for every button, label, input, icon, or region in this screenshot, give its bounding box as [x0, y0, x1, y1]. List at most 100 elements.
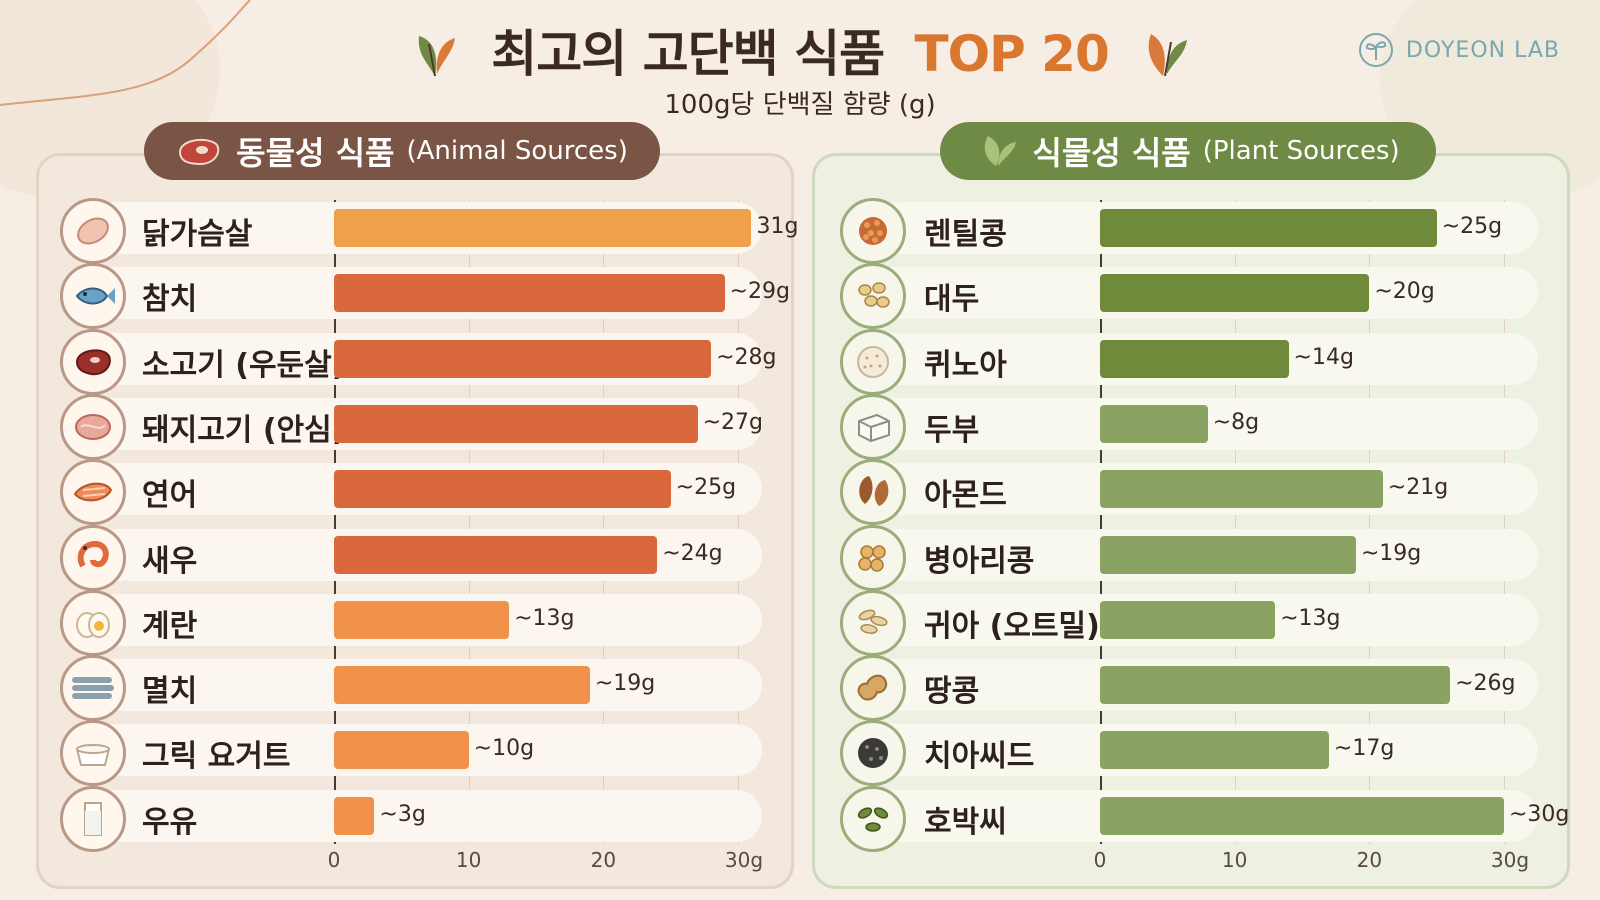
- gridline: [603, 200, 605, 844]
- bar: [334, 470, 671, 509]
- bar: [334, 339, 712, 378]
- gridline: [1369, 200, 1371, 844]
- category-label: 그릭 요거트: [142, 739, 291, 775]
- beef-steak-icon: [60, 328, 126, 395]
- data-label: ~19g: [1360, 540, 1422, 566]
- gridline: [738, 200, 739, 844]
- greek-yogurt-icon: [60, 720, 126, 787]
- animal-sources-panel: [36, 153, 794, 889]
- quinoa-icon: [840, 328, 906, 395]
- brand-name: DOYEON LAB: [1405, 37, 1560, 63]
- title-main: 최고의 고단백 식품: [491, 25, 885, 83]
- leaf-icon: [1137, 24, 1193, 92]
- x-tick-label: 20: [1356, 848, 1383, 872]
- category-label: 소고기 (우둔살): [142, 347, 346, 383]
- soybean-icon: [840, 263, 906, 330]
- almond-icon: [840, 459, 906, 526]
- bar: [1100, 404, 1208, 443]
- bar: [1100, 796, 1504, 835]
- data-label: ~26g: [1455, 671, 1516, 697]
- plant-sources-panel: [812, 153, 1570, 889]
- anchovy-icon: [60, 655, 126, 722]
- data-label: ~27g: [702, 409, 763, 435]
- animal-sources-header: 동물성 식품 (Animal Sources): [144, 122, 660, 180]
- data-label: ~21g: [1387, 475, 1449, 501]
- data-label: ~29g: [729, 279, 790, 305]
- bar: [334, 404, 698, 443]
- egg-icon: [60, 589, 126, 656]
- pumpkin-seed-icon: [840, 785, 906, 852]
- salmon-icon: [60, 459, 126, 526]
- x-tick-label: 30g: [1490, 848, 1530, 872]
- bar: [334, 666, 590, 705]
- category-label: 참치: [142, 282, 198, 318]
- gridline: [1234, 200, 1236, 844]
- category-label: 병아리콩: [924, 543, 1035, 579]
- data-label: ~13g: [1280, 605, 1341, 631]
- y-axis-line: [1100, 200, 1102, 844]
- category-label: 연어: [142, 478, 198, 514]
- x-tick-label: 10: [455, 848, 482, 872]
- data-label: ~28g: [716, 344, 777, 370]
- y-axis-line: [334, 200, 336, 844]
- bar: [1100, 666, 1451, 705]
- bar: [1100, 600, 1276, 639]
- category-label: 퀴노아: [924, 347, 1007, 383]
- category-label: 계란: [142, 608, 198, 644]
- category-label: 두부: [924, 412, 980, 448]
- data-label: ~13g: [514, 605, 575, 631]
- data-label: ~25g: [1441, 214, 1503, 239]
- bar: [334, 535, 658, 574]
- chia-seed-icon: [840, 720, 906, 787]
- category-label: 호박씨: [924, 804, 1007, 840]
- title-accent: TOP 20: [914, 25, 1110, 83]
- bar: [334, 209, 752, 247]
- bar: [1100, 209, 1437, 247]
- data-label: ~20g: [1374, 279, 1435, 305]
- data-label: ~25g: [675, 475, 737, 501]
- bar: [1100, 339, 1289, 378]
- row-background: [62, 789, 762, 842]
- x-tick-label: 20: [590, 848, 617, 872]
- chickpea-icon: [840, 524, 906, 591]
- bar: [1100, 470, 1383, 509]
- bar: [334, 274, 725, 313]
- shrimp-icon: [60, 524, 126, 591]
- data-label: ~8g: [1212, 409, 1260, 435]
- decorative-curve: [0, 0, 251, 106]
- category-label: 귀아 (오트밀): [924, 608, 1100, 644]
- chicken-breast-icon: [60, 198, 126, 264]
- data-label: ~19g: [594, 671, 656, 697]
- bar: [1100, 535, 1356, 574]
- milk-icon: [60, 785, 126, 852]
- bar: [1100, 274, 1370, 313]
- gridline: [1504, 200, 1505, 844]
- plant-sources-header: 식물성 식품 (Plant Sources): [940, 122, 1436, 180]
- sprout-logo-icon: [1358, 33, 1393, 67]
- bar: [334, 796, 375, 835]
- gridline: [468, 200, 470, 844]
- leaf-icon: [407, 24, 463, 92]
- leaf-icon: [985, 136, 1017, 166]
- plant-sources-title-en: (Plant Sources): [1202, 136, 1400, 166]
- plant-sources-title: 식물성 식품: [1032, 134, 1191, 172]
- category-label: 우유: [142, 804, 198, 840]
- category-label: 멸치: [142, 674, 198, 710]
- category-label: 렌틸콩: [924, 217, 1007, 252]
- tofu-icon: [840, 393, 906, 460]
- peanut-icon: [840, 655, 906, 722]
- category-label: 대두: [924, 282, 980, 318]
- category-label: 아몬드: [924, 478, 1007, 514]
- x-tick-label: 0: [327, 848, 341, 872]
- category-label: 치아씨드: [924, 739, 1035, 775]
- animal-sources-title: 동물성 식품: [236, 134, 395, 172]
- tuna-fish-icon: [60, 263, 126, 330]
- brand-logo: DOYEON LAB: [1354, 30, 1560, 70]
- meat-icon: [179, 138, 220, 166]
- bar: [1100, 731, 1329, 770]
- category-label: 돼지고기 (안심): [142, 412, 346, 448]
- animal-sources-title-en: (Animal Sources): [406, 136, 628, 166]
- x-tick-label: 10: [1221, 848, 1248, 872]
- category-label: 닭가슴살: [142, 217, 253, 252]
- data-label: ~17g: [1333, 736, 1395, 762]
